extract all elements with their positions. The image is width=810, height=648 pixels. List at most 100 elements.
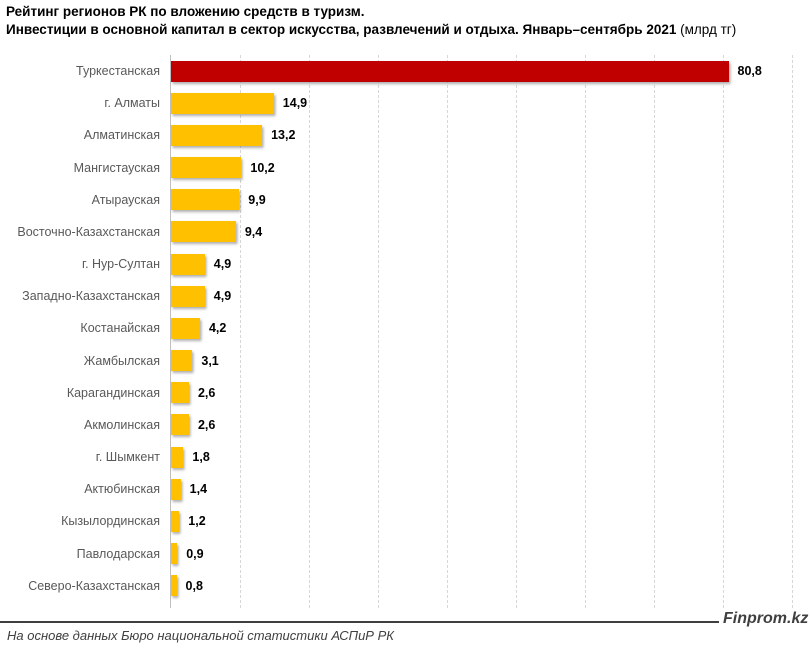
bar-rows: Туркестанская 80,8 г. Алматы 14,9 Алматинска… bbox=[0, 55, 810, 602]
bar-track: 4,2 bbox=[171, 317, 792, 339]
bar-track: 80,8 bbox=[171, 60, 792, 82]
bar-track: 14,9 bbox=[171, 92, 792, 114]
bar: 10,2 bbox=[171, 157, 275, 179]
source-note: На основе данных Бюро национальной стати… bbox=[7, 628, 394, 643]
y-axis-line bbox=[170, 55, 171, 608]
bar-track: 1,4 bbox=[171, 478, 792, 500]
value-label: 2,6 bbox=[197, 385, 216, 400]
value-label: 1,8 bbox=[192, 450, 210, 465]
bar-row: Северо-Казахстанская 0,8 bbox=[0, 570, 810, 602]
category-label: г. Шымкент bbox=[95, 450, 160, 465]
category-label: Туркестанская bbox=[76, 64, 160, 79]
value-label: 14,9 bbox=[282, 96, 308, 111]
bar-row: Западно-Казахстанская 4,9 bbox=[0, 280, 810, 312]
category-label: Алматинская bbox=[83, 128, 160, 143]
watermark-finprom: Finprom.kz bbox=[723, 610, 809, 627]
gridline bbox=[308, 55, 310, 608]
bar-track: 9,9 bbox=[171, 189, 792, 211]
bar: 9,9 bbox=[171, 189, 266, 211]
bar: 3,1 bbox=[171, 350, 219, 372]
bar-row: Атырауская 9,9 bbox=[0, 184, 810, 216]
bar: 4,9 bbox=[171, 285, 231, 307]
chart-title-line1: Рейтинг регионов РК по вложению средств … bbox=[6, 4, 365, 19]
category-label: Восточно-Казахстанская bbox=[17, 224, 160, 239]
value-label: 0,8 bbox=[185, 578, 203, 593]
bar-track: 2,6 bbox=[171, 382, 792, 404]
category-label: Северо-Казахстанская bbox=[28, 578, 160, 593]
bar: 0,9 bbox=[171, 543, 204, 565]
bar: 1,8 bbox=[171, 446, 210, 468]
chart-title-line2-main: Инвестиции в основной капитал в сектор и… bbox=[6, 22, 677, 37]
bar: 4,9 bbox=[171, 253, 231, 275]
bar-track: 4,9 bbox=[171, 285, 792, 307]
value-label: 10,2 bbox=[250, 160, 275, 175]
bar-track: 4,9 bbox=[171, 253, 792, 275]
category-label: Акмолинская bbox=[84, 417, 160, 432]
gridline bbox=[378, 55, 379, 608]
bar-track: 1,2 bbox=[171, 510, 792, 532]
bar-track: 13,2 bbox=[171, 124, 792, 146]
value-label: 80,8 bbox=[737, 64, 762, 79]
bar-track: 1,8 bbox=[171, 446, 792, 468]
bar-track: 3,1 bbox=[171, 350, 792, 372]
value-label: 4,2 bbox=[208, 321, 227, 336]
bar-track: 9,4 bbox=[171, 221, 792, 243]
bar-row: Павлодарская 0,9 bbox=[0, 538, 810, 570]
bar-row: Кызылординская 1,2 bbox=[0, 505, 810, 537]
bar-row: Восточно-Казахстанская 9,4 bbox=[0, 216, 810, 248]
bar-row: Костанайская 4,2 bbox=[0, 312, 810, 344]
value-label: 2,6 bbox=[197, 417, 216, 432]
bar-row: г. Алматы 14,9 bbox=[0, 87, 810, 119]
footer-divider bbox=[0, 621, 719, 623]
value-label: 13,2 bbox=[271, 128, 296, 143]
bar-track: 2,6 bbox=[171, 414, 792, 436]
bar: 14,9 bbox=[171, 92, 307, 114]
category-label: Актюбинская bbox=[84, 482, 160, 497]
gridline bbox=[516, 55, 517, 608]
category-label: Западно-Казахстанская bbox=[22, 289, 160, 304]
chart-title-line2: Инвестиции в основной капитал в сектор и… bbox=[6, 21, 736, 39]
value-label: 9,9 bbox=[248, 192, 266, 207]
gridline bbox=[585, 55, 586, 608]
chart-title-unit: (млрд тг) bbox=[676, 22, 737, 37]
bar-track: 0,8 bbox=[171, 575, 792, 597]
category-label: Павлодарская bbox=[76, 546, 160, 561]
bar-row: Актюбинская 1,4 bbox=[0, 473, 810, 505]
gridline bbox=[654, 55, 655, 608]
bar-row: Карагандинская 2,6 bbox=[0, 377, 810, 409]
bar: 9,4 bbox=[171, 221, 262, 243]
value-label: 0,9 bbox=[186, 546, 204, 561]
bar-row: Жамбылская 3,1 bbox=[0, 345, 810, 377]
bar-row: г. Шымкент 1,8 bbox=[0, 441, 810, 473]
bar: 2,6 bbox=[171, 414, 215, 436]
chart-title: Рейтинг регионов РК по вложению средств … bbox=[6, 3, 736, 39]
bar: 13,2 bbox=[171, 124, 295, 146]
value-label: 1,4 bbox=[189, 482, 208, 497]
bar: 2,6 bbox=[171, 382, 215, 404]
value-label: 9,4 bbox=[244, 224, 263, 239]
gridline bbox=[792, 55, 793, 608]
bar: 4,2 bbox=[171, 317, 226, 339]
gridline bbox=[446, 55, 448, 608]
value-label: 4,9 bbox=[213, 289, 232, 304]
gridline bbox=[239, 55, 241, 608]
category-label: Атырауская bbox=[91, 192, 160, 207]
category-label: Жамбылская bbox=[83, 353, 160, 368]
bar: 0,8 bbox=[171, 575, 203, 597]
bar: 80,8 bbox=[171, 60, 762, 82]
category-label: Костанайская bbox=[80, 321, 160, 336]
value-label: 3,1 bbox=[201, 353, 219, 368]
bar-row: Акмолинская 2,6 bbox=[0, 409, 810, 441]
bar-row: Алматинская 13,2 bbox=[0, 119, 810, 151]
bar-row: Туркестанская 80,8 bbox=[0, 55, 810, 87]
category-label: Карагандинская bbox=[66, 385, 160, 400]
value-label: 1,2 bbox=[188, 514, 206, 529]
bar: 1,2 bbox=[171, 510, 206, 532]
gridline bbox=[722, 55, 724, 608]
bar-track: 0,9 bbox=[171, 543, 792, 565]
bar-row: Мангистауская 10,2 bbox=[0, 152, 810, 184]
bar: 1,4 bbox=[171, 478, 207, 500]
bar-track: 10,2 bbox=[171, 157, 792, 179]
value-label: 4,9 bbox=[213, 257, 232, 272]
